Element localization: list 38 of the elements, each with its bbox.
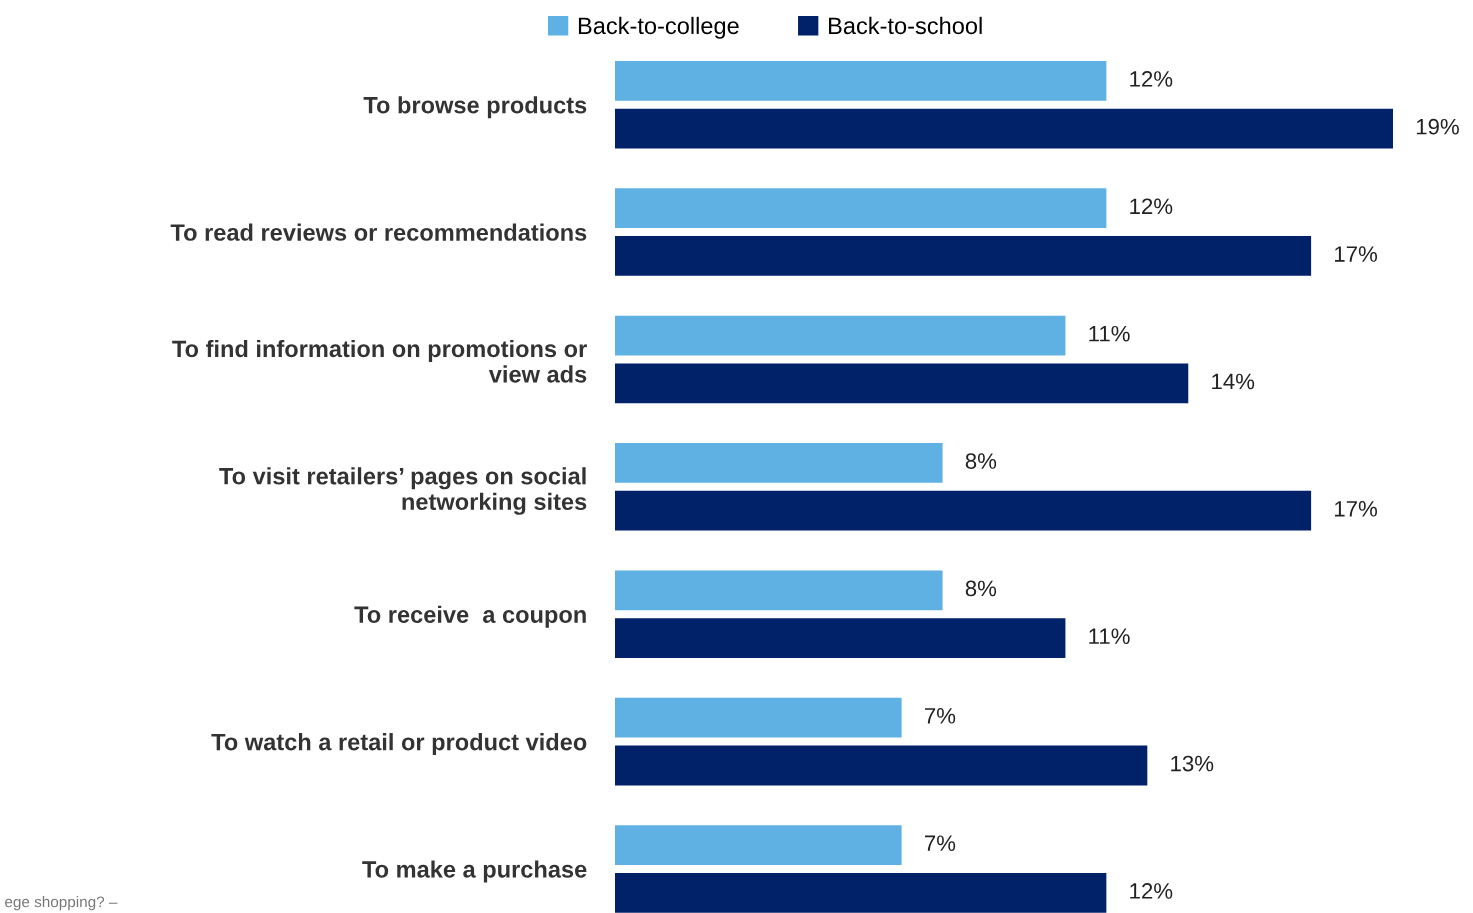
- bar: [615, 825, 902, 865]
- y-tick-label: To visit retailers’ pages on social networking sites: [219, 467, 587, 515]
- bar: [615, 872, 1107, 913]
- data-label: 14%: [1212, 373, 1255, 390]
- y-tick-label: To read reviews or recommendations: [170, 223, 587, 241]
- bar: [615, 315, 1066, 356]
- y-tick-label: To watch a retail or product video: [211, 733, 587, 756]
- bar: [615, 618, 1066, 658]
- bar: [615, 108, 1393, 149]
- data-label: 7%: [924, 708, 956, 724]
- data-label: 11%: [1089, 628, 1130, 644]
- y-tick-label: To browse products: [363, 96, 587, 119]
- data-label: 8%: [965, 580, 997, 597]
- data-label: 11%: [1089, 325, 1130, 342]
- data-label: 19%: [1416, 118, 1459, 135]
- bar: [615, 490, 1312, 531]
- data-label: 7%: [924, 835, 956, 851]
- bar: [615, 363, 1189, 404]
- legend-label: Back-to-school: [829, 16, 982, 35]
- data-label: 12%: [1130, 71, 1173, 87]
- text: ege shopping? –: [5, 896, 118, 911]
- y-tick-label: To receive a coupon: [354, 605, 586, 628]
- data-label: 8%: [965, 453, 997, 469]
- data-label: 17%: [1335, 246, 1378, 262]
- y-tick-label: To make a purchase: [362, 860, 587, 883]
- y-tick-label: To find information on promotions or view ads: [172, 339, 587, 383]
- data-label: 12%: [1130, 198, 1173, 215]
- data-label: 13%: [1171, 755, 1214, 772]
- bar: [615, 236, 1312, 276]
- bar: [615, 60, 1107, 101]
- data-label: 12%: [1130, 883, 1173, 899]
- bar: [615, 443, 943, 483]
- bar: [615, 745, 1148, 786]
- data-label: 17%: [1335, 501, 1378, 517]
- legend-label: Back-to-college: [578, 16, 739, 39]
- bar: [615, 188, 1107, 229]
- bar: [615, 570, 943, 611]
- bar: [615, 697, 902, 738]
